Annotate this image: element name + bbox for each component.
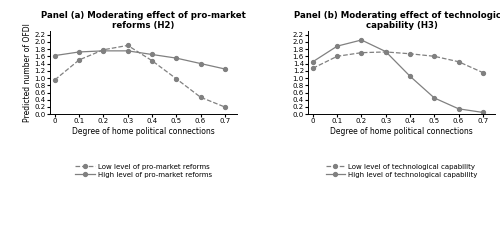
Low level of pro-market reforms xyxy=(222,106,228,109)
High level of technological capability xyxy=(480,111,486,114)
High level of technological capability xyxy=(334,45,340,48)
Low level of pro-market reforms xyxy=(100,48,106,51)
Low level of pro-market reforms xyxy=(52,78,58,81)
Line: Low level of pro-market reforms: Low level of pro-market reforms xyxy=(53,44,227,109)
Low level of technological capability xyxy=(334,55,340,58)
Low level of technological capability xyxy=(456,60,462,63)
High level of pro-market reforms xyxy=(76,50,82,53)
Low level of pro-market reforms xyxy=(124,44,130,47)
Low level of pro-market reforms xyxy=(174,77,180,80)
Low level of technological capability xyxy=(382,50,388,53)
High level of pro-market reforms xyxy=(198,62,203,65)
Low level of technological capability xyxy=(432,55,438,58)
X-axis label: Degree of home political connections: Degree of home political connections xyxy=(330,127,473,136)
Low level of pro-market reforms xyxy=(76,59,82,61)
Low level of technological capability xyxy=(407,52,413,55)
X-axis label: Degree of home political connections: Degree of home political connections xyxy=(72,127,215,136)
High level of pro-market reforms xyxy=(222,68,228,70)
Title: Panel (a) Moderating effect of pro-market
reforms (H2): Panel (a) Moderating effect of pro-marke… xyxy=(41,11,246,30)
High level of pro-market reforms xyxy=(174,57,180,60)
High level of technological capability xyxy=(456,107,462,110)
High level of pro-market reforms xyxy=(100,50,106,52)
High level of technological capability xyxy=(310,60,316,63)
Low level of technological capability xyxy=(480,71,486,74)
High level of pro-market reforms xyxy=(52,54,58,57)
Title: Panel (b) Moderating effect of technological
capability (H3): Panel (b) Moderating effect of technolog… xyxy=(294,11,500,30)
Low level of technological capability xyxy=(310,67,316,70)
Low level of pro-market reforms xyxy=(149,59,155,62)
Legend: Low level of technological capability, High level of technological capability: Low level of technological capability, H… xyxy=(326,164,478,178)
High level of technological capability xyxy=(382,50,388,53)
Low level of pro-market reforms xyxy=(198,96,203,99)
High level of technological capability xyxy=(432,97,438,99)
High level of technological capability xyxy=(407,75,413,78)
Legend: Low level of pro-market reforms, High level of pro-market reforms: Low level of pro-market reforms, High le… xyxy=(76,164,212,178)
High level of pro-market reforms xyxy=(149,53,155,56)
Low level of technological capability xyxy=(358,51,364,54)
Y-axis label: Predicted number of OFDI: Predicted number of OFDI xyxy=(23,23,32,122)
Line: High level of pro-market reforms: High level of pro-market reforms xyxy=(53,49,227,71)
High level of pro-market reforms xyxy=(124,50,130,52)
High level of technological capability xyxy=(358,39,364,41)
Line: Low level of technological capability: Low level of technological capability xyxy=(311,50,485,74)
Line: High level of technological capability: High level of technological capability xyxy=(311,38,485,114)
